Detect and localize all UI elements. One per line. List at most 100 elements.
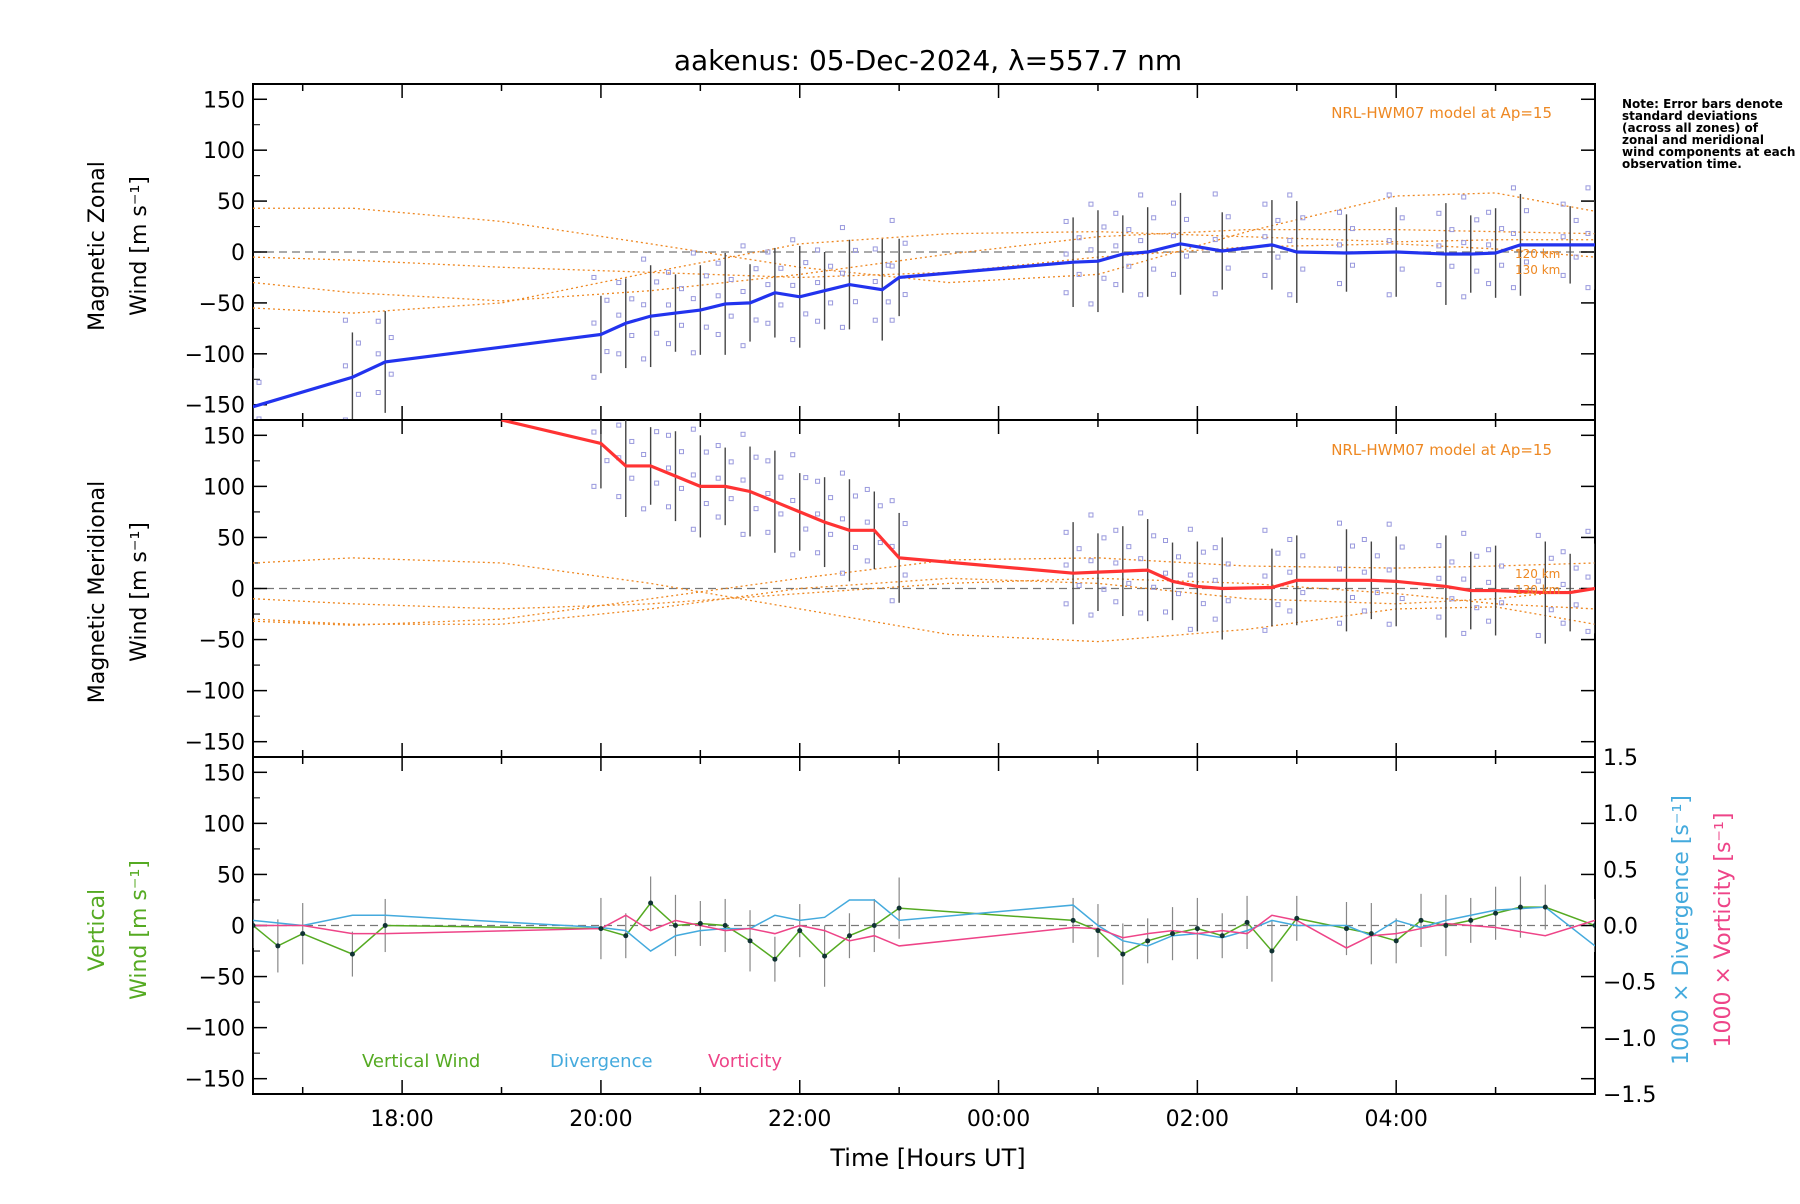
zonal-zone-point: [342, 417, 348, 420]
meridional-zone-point: [740, 531, 746, 537]
meridional-zone-point: [1436, 543, 1442, 549]
zonal-zone-point: [1336, 242, 1342, 248]
zonal-ytick-label: −50: [199, 292, 245, 317]
xtick-label: 04:00: [1364, 1107, 1427, 1132]
zonal-zone-point: [641, 302, 647, 308]
zonal-zone-point: [1336, 281, 1342, 287]
meridional-zone-point: [1151, 584, 1157, 590]
meridional-zone-point: [690, 426, 696, 432]
meridional-zone-point: [1300, 590, 1306, 596]
meridional-zone-point: [1361, 536, 1367, 542]
zonal-zone-point: [872, 317, 878, 323]
zonal-zone-point: [839, 270, 845, 276]
meridional-zone-point: [815, 511, 821, 517]
zonal-zone-point: [1063, 290, 1069, 296]
zonal-zone-point: [1113, 210, 1119, 216]
zonal-zone-point: [1300, 215, 1306, 221]
meridional-zone-point: [1449, 559, 1455, 565]
zonal-zone-point: [1399, 215, 1405, 221]
meridional-zone-point: [1063, 562, 1069, 568]
vertical-wind-point: [896, 905, 902, 911]
vertical-wind-point: [1368, 931, 1374, 937]
vertical-ytick-label: 50: [217, 863, 245, 888]
meridional-zone-point: [1548, 607, 1554, 613]
meridional-zone-point: [753, 506, 759, 512]
meridional-zone-point: [592, 384, 596, 388]
meridional-zone-point: [678, 449, 684, 455]
zonal-zone-point: [1449, 227, 1455, 233]
meridional-zone-point: [1262, 573, 1268, 579]
meridional-zone-point: [1399, 596, 1405, 602]
zonal-zone-point: [740, 343, 746, 349]
zonal-zone-point: [715, 293, 721, 299]
meridional-zone-point: [1499, 600, 1505, 606]
meridional-zone-point: [629, 438, 635, 444]
meridional-zone-point: [1151, 533, 1157, 539]
zonal-zone-point: [740, 289, 746, 295]
zonal-zone-point: [1573, 254, 1579, 260]
vertical-wind-point: [1517, 904, 1523, 910]
zonal-zone-point: [665, 302, 671, 308]
legend-divergence: Divergence: [550, 1051, 653, 1072]
meridional-zone-point: [703, 501, 709, 507]
zonal-zone-point: [1300, 266, 1306, 272]
vertical-wind-line: [253, 901, 1595, 961]
zonal-model-curve: [253, 230, 1595, 314]
meridional-zone-point: [1486, 547, 1492, 553]
zonal-model-level-130: 130 km: [1515, 263, 1560, 277]
vertical-wind-point: [1443, 923, 1449, 928]
zonal-zone-point: [1461, 194, 1467, 200]
xtick-label: 00:00: [967, 1107, 1030, 1132]
zonal-zone-point: [1386, 292, 1392, 298]
vertical-plot-area: [253, 876, 1595, 987]
zonal-zone-point: [1170, 200, 1176, 206]
meridional-zone-point: [641, 506, 647, 512]
zonal-zone-point: [388, 335, 394, 341]
zonal-zone-point: [665, 269, 671, 275]
meridional-zone-point: [1386, 521, 1392, 527]
meridional-model-annotation: NRL-HWM07 model at Ap=15: [1331, 441, 1552, 459]
zonal-model-annotation: NRL-HWM07 model at Ap=15: [1331, 104, 1552, 122]
meridional-zone-point: [1336, 620, 1342, 626]
zonal-zone-point: [765, 249, 771, 255]
zonal-zone-point: [375, 318, 381, 324]
meridional-model-level-120: 120 km: [1515, 567, 1560, 581]
meridional-zone-point: [1163, 538, 1169, 544]
meridional-ylabel-line1: Magnetic Meridional: [85, 481, 110, 703]
vertical-wind-point: [623, 933, 629, 939]
meridional-zone-point: [1336, 566, 1342, 572]
meridional-zone-point: [665, 504, 671, 510]
zonal-zone-point: [1113, 282, 1119, 288]
meridional-zone-point: [1287, 608, 1293, 614]
zonal-zone-point: [1170, 233, 1176, 239]
vertical-ytick-label: 100: [203, 812, 245, 837]
zonal-zone-point: [591, 374, 597, 380]
vertical-wind-point: [275, 943, 281, 949]
zonal-zone-point: [1151, 266, 1157, 272]
meridional-zone-point: [1461, 630, 1467, 636]
meridional-zone-point: [616, 494, 622, 500]
zonal-zone-point: [690, 296, 696, 302]
zonal-model-curve: [253, 243, 1595, 279]
meridional-zone-point: [690, 472, 696, 478]
zonal-zone-point: [1510, 185, 1516, 191]
meridional-plot-area: [253, 384, 1595, 644]
zonal-zone-point: [1225, 214, 1231, 220]
meridional-zone-point: [753, 454, 759, 460]
zonal-panel: 150 100 50 0 −50 −100 −150: [185, 83, 1596, 421]
zonal-zone-point: [1287, 238, 1293, 244]
vertical-ylabel-line2: Wind [m s⁻¹]: [127, 860, 152, 1000]
meridional-zone-point: [1076, 546, 1082, 552]
zonal-zone-point: [753, 266, 759, 272]
meridional-zone-point: [803, 526, 809, 532]
zonal-zone-point: [889, 263, 895, 269]
meridional-zone-point: [1336, 520, 1342, 526]
zonal-zone-point: [678, 286, 684, 292]
zonal-zone-point: [1585, 285, 1591, 291]
zonal-zone-point: [1399, 266, 1405, 272]
zonal-zone-point: [852, 299, 858, 305]
divergence-axis-label: 1000 × Divergence [s⁻¹]: [1669, 795, 1694, 1065]
vertical-wind-point: [722, 923, 728, 928]
meridional-zone-point: [864, 519, 870, 525]
vertical-wind-point: [1244, 919, 1250, 925]
